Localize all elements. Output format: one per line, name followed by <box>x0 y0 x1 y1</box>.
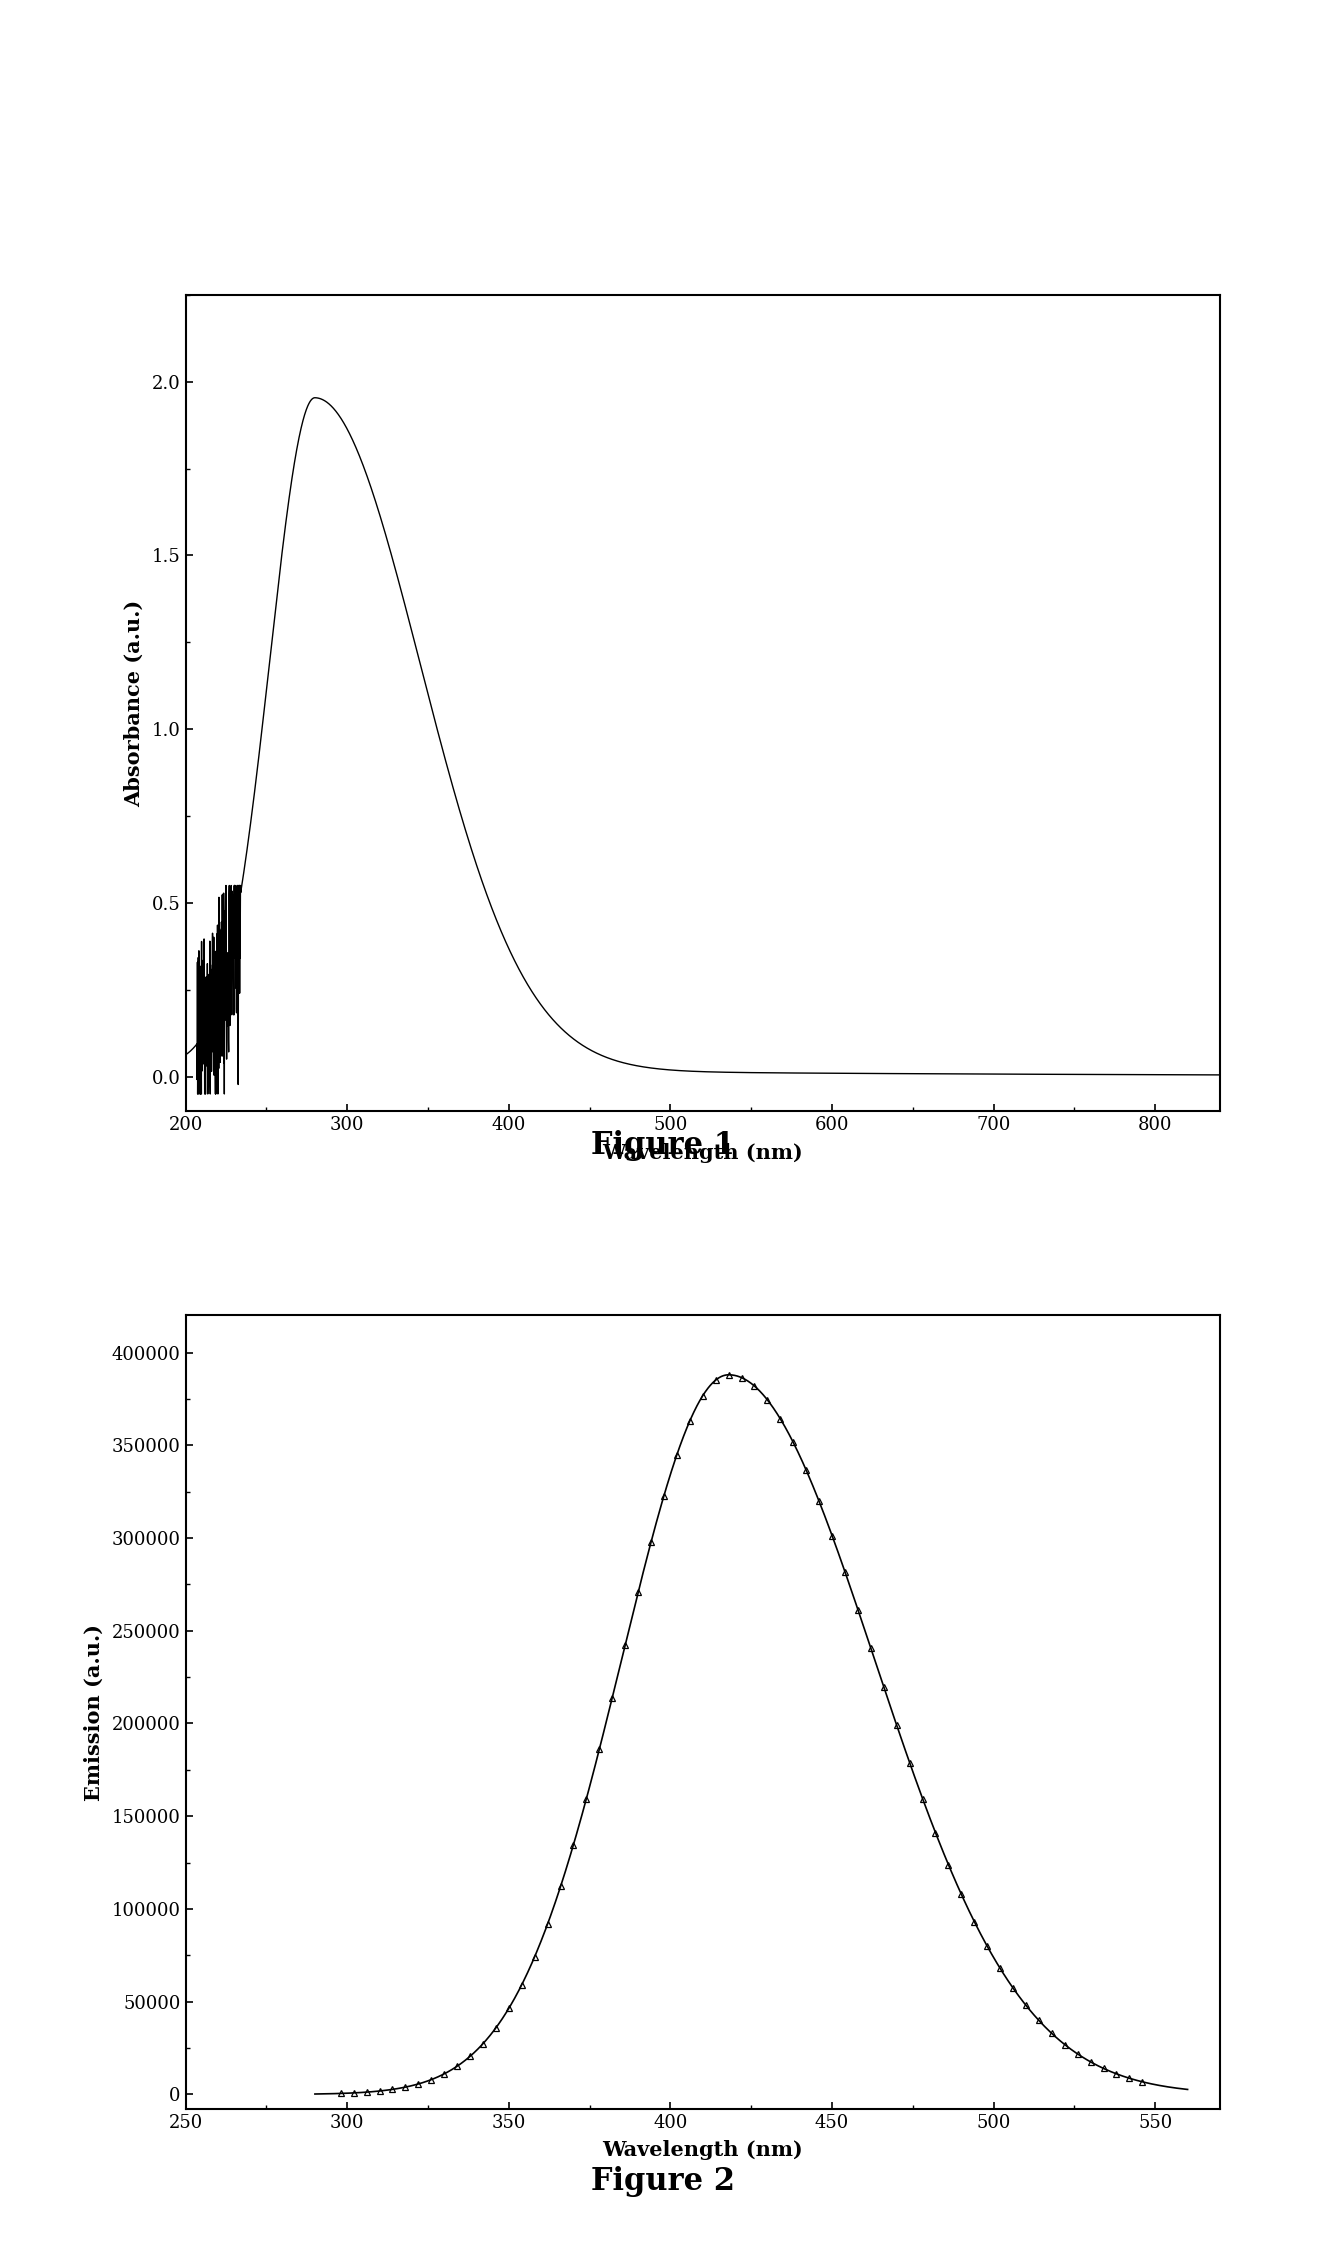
Text: Figure 1: Figure 1 <box>591 1129 735 1161</box>
Y-axis label: Emission (a.u.): Emission (a.u.) <box>84 1624 103 1801</box>
X-axis label: Wavelength (nm): Wavelength (nm) <box>602 2141 804 2161</box>
Y-axis label: Absorbance (a.u.): Absorbance (a.u.) <box>123 599 143 807</box>
X-axis label: Wavelength (nm): Wavelength (nm) <box>602 1143 804 1163</box>
Text: Figure 2: Figure 2 <box>591 2166 735 2198</box>
